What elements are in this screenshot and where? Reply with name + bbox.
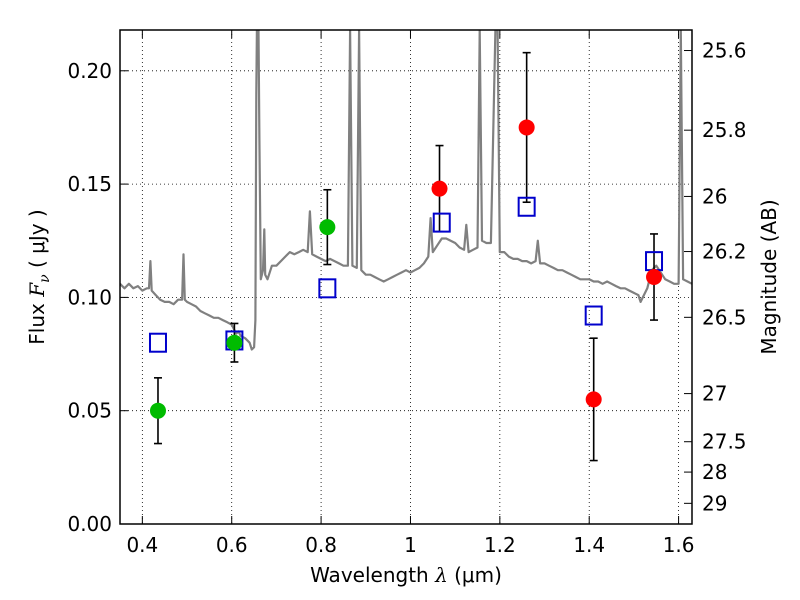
x-tick-label: 1 (404, 533, 417, 557)
magnitude-axis-label: Magnitude (AB) (757, 199, 781, 354)
magnitude-tick-label: 27.5 (702, 430, 747, 454)
observed-point-green (319, 219, 336, 236)
magnitude-tick-label: 28 (702, 460, 727, 484)
model-photometry-square (432, 212, 451, 233)
observed-point-red (585, 391, 602, 408)
observed-point-green (226, 334, 243, 351)
magnitude-tick-label: 26.5 (702, 305, 747, 329)
observed-point-green (149, 402, 166, 419)
y-tick-label: 0.05 (67, 399, 112, 423)
y-axis-label: Flux Fν ( μJy ) (25, 209, 53, 344)
y-tick-label: 0.15 (67, 172, 112, 196)
x-tick-label: 0.6 (216, 533, 248, 557)
model-photometry-square (584, 305, 603, 326)
y-tick-label: 0.20 (67, 59, 112, 83)
x-tick-label: 1.6 (663, 533, 695, 557)
grid-lines (120, 30, 692, 525)
x-tick-label: 1.2 (484, 533, 516, 557)
model-spectrum-line (120, 30, 692, 351)
model-photometry-square (318, 278, 337, 299)
model-spectrum-layer (120, 30, 692, 351)
magnitude-tick-label: 29 (702, 491, 727, 515)
x-axis: 0.4 0.6 0.8 1 1.2 1.4 1.6 (126, 30, 695, 557)
x-tick-label: 0.4 (126, 533, 158, 557)
plot-frame (119, 29, 693, 525)
magnitude-tick-label: 26 (702, 184, 727, 208)
model-photometry-square (517, 196, 536, 217)
observed-point-red (431, 180, 448, 197)
observed-photometry-layer (149, 119, 663, 419)
observed-point-red (646, 269, 663, 285)
y-tick-label: 0.00 (67, 512, 112, 536)
magnitude-tick-label: 25.8 (702, 118, 747, 142)
magnitude-axis: 25.6 25.8 26 26.2 26.5 27 27.5 28 29 (684, 39, 747, 515)
x-tick-label: 1.4 (573, 533, 605, 557)
magnitude-tick-label: 27 (702, 382, 727, 406)
x-tick-label: 0.8 (305, 533, 337, 557)
observed-point-red (518, 119, 535, 136)
model-photometry-square (148, 332, 167, 353)
magnitude-tick-label: 25.6 (702, 39, 747, 63)
errorbar-layer (153, 51, 659, 462)
y-tick-label: 0.10 (67, 285, 112, 309)
magnitude-tick-label: 26.2 (702, 240, 747, 264)
x-axis-label: Wavelength λ (μm) (310, 563, 502, 587)
y-axis: 0.00 0.05 0.10 0.15 0.20 (67, 59, 128, 536)
model-photometry-layer (148, 196, 664, 353)
